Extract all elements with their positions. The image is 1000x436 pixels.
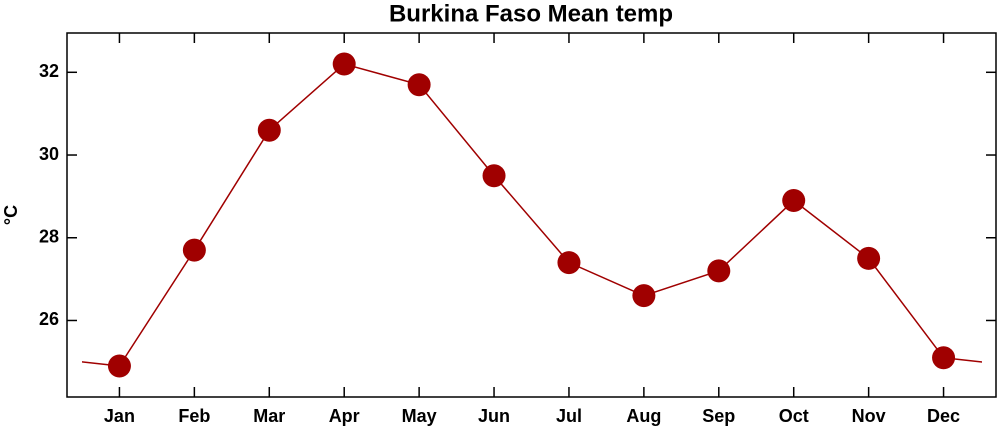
line <box>118 63 945 367</box>
marker <box>782 189 806 213</box>
marker <box>632 284 656 308</box>
x-tick-label: Jun <box>478 406 510 426</box>
x-tick-label: May <box>402 406 437 426</box>
x-tick-label: Jan <box>104 406 135 426</box>
marker <box>107 354 131 378</box>
marker <box>707 259 731 283</box>
wrap-segment <box>943 356 982 363</box>
x-tick-label: Nov <box>852 406 886 426</box>
line-group <box>82 356 982 367</box>
marker <box>182 238 206 262</box>
marker <box>557 251 581 275</box>
x-tick-label: Dec <box>927 406 960 426</box>
marker <box>932 346 956 370</box>
y-tick-label: 26 <box>39 309 59 329</box>
x-tick-label: Feb <box>178 406 210 426</box>
y-tick-label: 32 <box>39 61 59 81</box>
y-tick-label: 28 <box>39 227 59 247</box>
x-tick-label: Jul <box>556 406 582 426</box>
x-tick-label: Oct <box>779 406 809 426</box>
marker <box>332 52 356 76</box>
y-tick-label: 30 <box>39 144 59 164</box>
chart-title: Burkina Faso Mean temp <box>389 0 673 27</box>
marker <box>257 118 281 142</box>
wrap-segment <box>82 361 120 367</box>
plot-frame <box>66 32 997 398</box>
marker <box>407 73 431 97</box>
x-tick-label: Apr <box>329 406 360 426</box>
x-tick-label: Aug <box>626 406 661 426</box>
y-axis-label: °C <box>1 205 21 225</box>
x-tick-label: Sep <box>702 406 735 426</box>
marker <box>482 164 506 188</box>
marker <box>857 246 881 270</box>
x-tick-label: Mar <box>253 406 285 426</box>
